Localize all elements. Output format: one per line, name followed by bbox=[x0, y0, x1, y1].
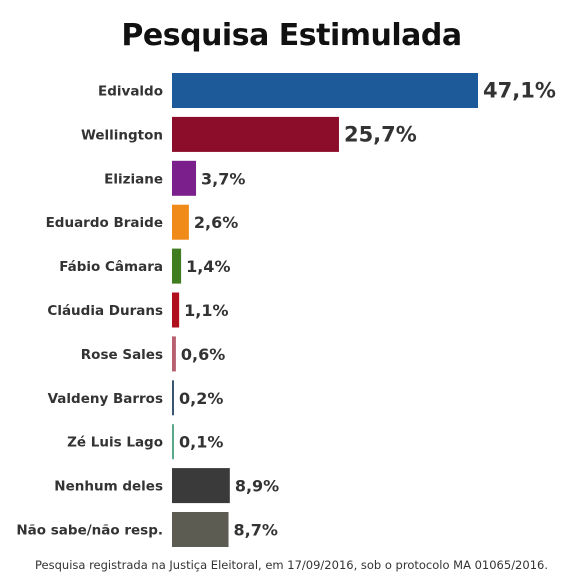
bar-claudia-durans bbox=[172, 292, 180, 328]
value-label-nao-sabe-nao-resp: 8,7% bbox=[234, 521, 278, 540]
category-label-nao-sabe-nao-resp: Não sabe/não resp. bbox=[16, 523, 163, 539]
value-label-rose-sales: 0,6% bbox=[181, 345, 225, 364]
category-label-eduardo-braide: Eduardo Braide bbox=[46, 215, 163, 231]
value-label-valdeny-barros: 0,2% bbox=[179, 389, 223, 408]
category-label-wellington: Wellington bbox=[81, 127, 163, 143]
bar-edivaldo bbox=[172, 73, 478, 108]
bar-eliziane bbox=[172, 160, 197, 196]
category-label-valdeny-barros: Valdeny Barros bbox=[48, 391, 163, 407]
bar-nenhum-deles bbox=[172, 468, 230, 504]
value-label-claudia-durans: 1,1% bbox=[184, 301, 228, 320]
category-label-edivaldo: Edivaldo bbox=[98, 84, 163, 100]
bar-valdeny-barros bbox=[172, 380, 174, 416]
category-label-nenhum-deles: Nenhum deles bbox=[54, 479, 163, 495]
bar-eduardo-braide bbox=[172, 204, 189, 240]
footnote: Pesquisa registrada na Justiça Eleitoral… bbox=[35, 558, 548, 572]
value-label-wellington: 25,7% bbox=[344, 122, 417, 146]
category-label-claudia-durans: Cláudia Durans bbox=[47, 303, 163, 319]
bar-nao-sabe-nao-resp bbox=[172, 512, 229, 547]
chart-title: Pesquisa Estimulada bbox=[121, 18, 462, 53]
category-label-rose-sales: Rose Sales bbox=[81, 347, 163, 363]
category-label-eliziane: Eliziane bbox=[104, 171, 163, 187]
bar-fabio-camara bbox=[172, 248, 182, 284]
bar-ze-luis-lago bbox=[172, 424, 174, 460]
category-label-ze-luis-lago: Zé Luis Lago bbox=[67, 435, 163, 451]
value-label-eliziane: 3,7% bbox=[201, 169, 245, 188]
value-label-nenhum-deles: 8,9% bbox=[235, 477, 279, 496]
value-label-ze-luis-lago: 0,1% bbox=[179, 433, 223, 452]
category-label-fabio-camara: Fábio Câmara bbox=[59, 259, 163, 275]
value-label-fabio-camara: 1,4% bbox=[186, 257, 230, 276]
bar-rose-sales bbox=[172, 336, 176, 372]
value-label-eduardo-braide: 2,6% bbox=[194, 213, 238, 232]
bar-wellington bbox=[172, 116, 339, 152]
value-label-edivaldo: 47,1% bbox=[483, 79, 556, 103]
